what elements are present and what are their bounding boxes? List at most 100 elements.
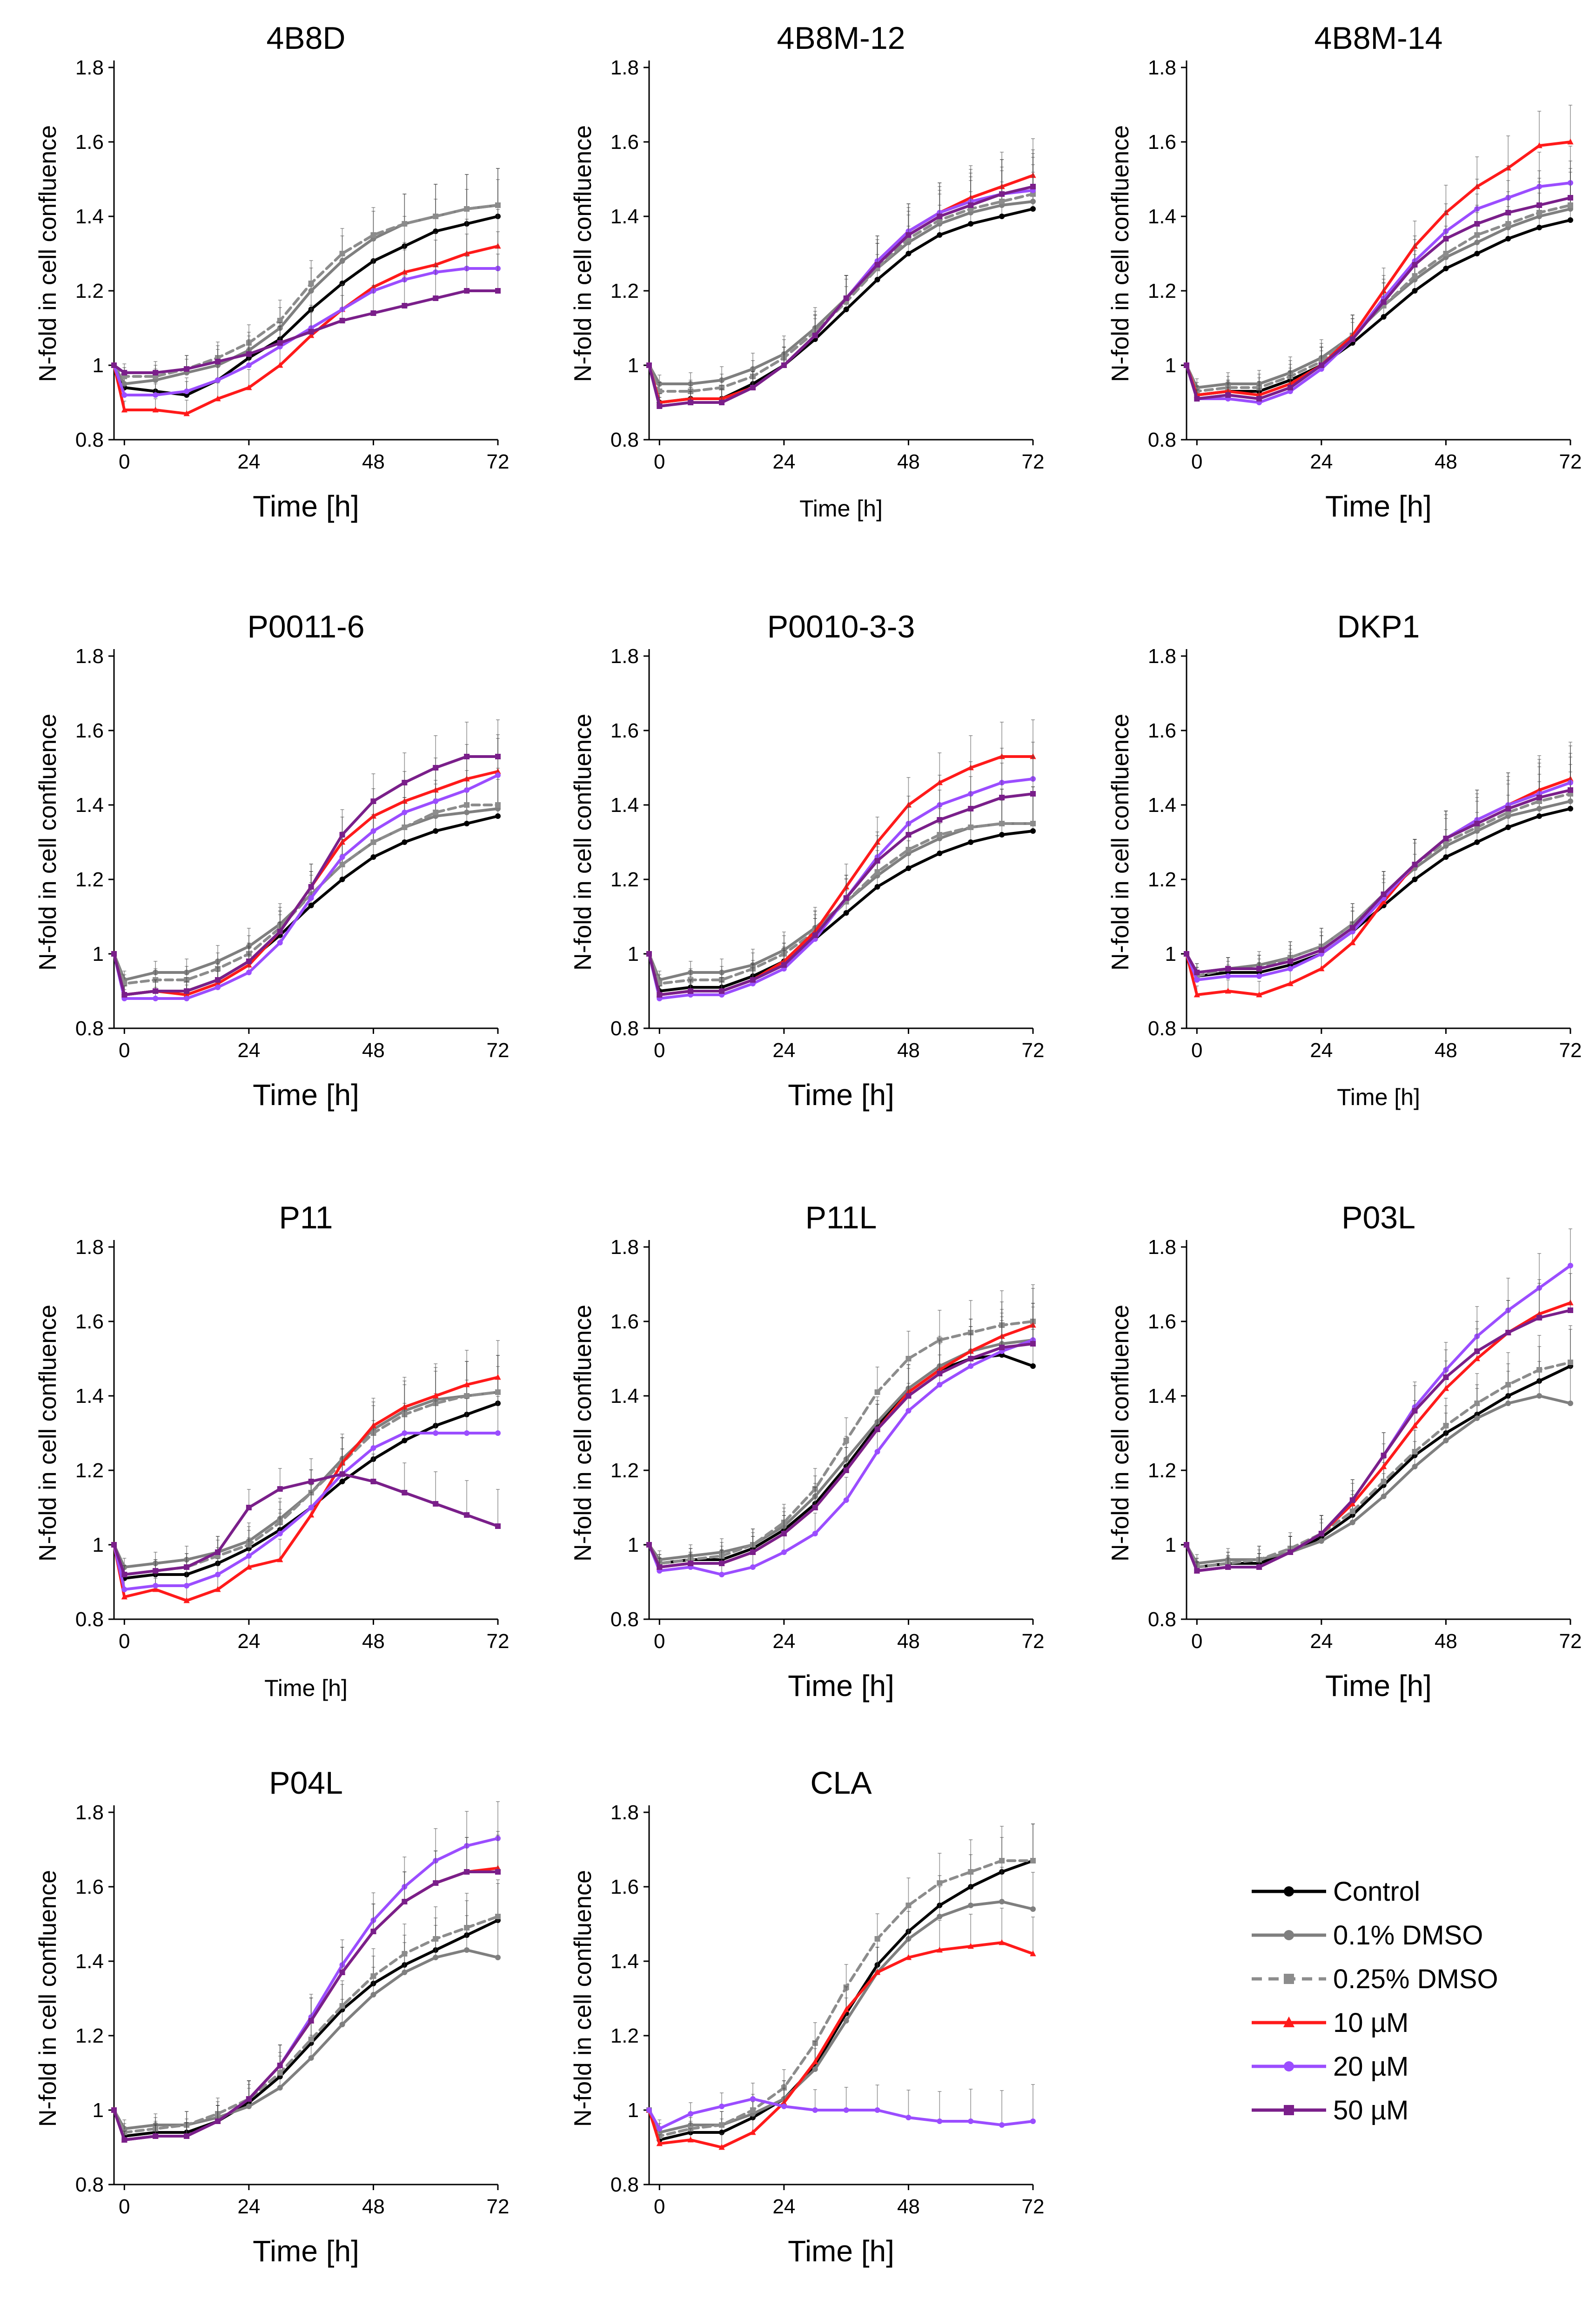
data-point [215,977,221,983]
data-point [812,2107,818,2113]
series-line [1185,1361,1572,1568]
series-line [1185,1394,1572,1565]
y-tick-label: 1.6 [75,1310,104,1333]
y-axis-label: N-fold in cell confluence [570,1305,597,1562]
x-tick-label: 48 [1435,1039,1457,1062]
y-tick-label: 1.8 [610,1801,639,1824]
data-point [308,884,314,890]
data-point [1474,240,1480,245]
data-point [1568,1307,1573,1313]
data-point [874,869,880,875]
data-point [781,362,787,368]
chart-panel: 4B8D 0.8 1 1.2 1.4 1.6 1.8 0 24 48 72 N-fold in cel… [34,20,509,523]
data-point [1318,947,1324,953]
data-point [781,1531,787,1536]
x-tick-label: 0 [119,1039,130,1062]
data-point [402,839,408,845]
series-c10 [1183,742,1574,998]
data-point [688,2111,694,2117]
panel-title: CLA [810,1765,872,1801]
data-point [999,1345,1005,1350]
data-point [1443,836,1449,841]
chart-panel: P03L 0.8 1 1.2 1.4 1.6 1.8 0 24 48 72 N-fold in cel… [1107,1200,1582,1702]
data-point [1443,236,1449,241]
data-point [812,2066,818,2072]
y-tick-label: 1.4 [75,794,104,817]
y-tick-label: 1.8 [1148,1236,1176,1259]
data-point [1536,225,1542,230]
x-axis-label: Time [h] [1325,1669,1432,1702]
series-dmso025 [646,157,1036,394]
legend-item-c10: 10 µM [1252,2008,1408,2038]
data-point [1412,862,1418,867]
data-point [843,910,849,916]
data-point [433,1880,439,1886]
series-line [648,1859,1034,2141]
series-line [648,822,1034,981]
data-point [339,832,345,838]
data-point [687,2136,694,2143]
data-point [905,1356,912,1361]
data-point [1568,806,1573,811]
data-point [402,1490,408,1495]
data-point [1030,828,1036,834]
data-point [184,389,190,394]
legend-marker [1284,2061,1294,2071]
x-tick-label: 72 [1022,2195,1045,2218]
series-dmso025 [111,768,501,986]
data-point [1505,806,1511,811]
data-point [1412,1449,1418,1454]
data-point [121,992,127,998]
y-tick-label: 0.8 [610,429,639,451]
data-point [646,1542,652,1548]
y-tick-label: 1 [93,354,104,377]
chart-panel: CLA 0.8 1 1.2 1.4 1.6 1.8 0 24 48 72 N-fold in cell… [570,1765,1044,2268]
data-point [1030,184,1036,189]
chart-panel: 4B8M-14 0.8 1 1.2 1.4 1.6 1.8 0 24 48 72 N-fold in … [1107,20,1582,523]
data-point [874,1969,881,1975]
data-point [968,1363,974,1369]
data-point [1411,1422,1418,1428]
data-point [339,2003,345,2009]
data-point [1474,1401,1480,1406]
series-line [113,1402,499,1580]
data-point [277,2070,283,2076]
series-line [648,778,1034,1000]
data-point [277,1486,283,1492]
data-point [905,832,912,838]
series-c50 [1184,1273,1573,1574]
legend-label: 10 µM [1333,2008,1408,2038]
y-tick-label: 1.4 [1148,794,1176,817]
data-point [277,2063,283,2068]
x-tick-label: 72 [1559,1039,1582,1062]
legend-label: 0.1% DMSO [1333,1920,1483,1950]
y-axis-label: N-fold in cell confluence [1107,125,1134,382]
series-line [648,200,1034,385]
data-point [495,772,501,778]
x-tick-label: 48 [897,450,920,473]
series-c50 [646,757,1036,998]
series-c10 [1183,105,1574,398]
data-point [402,1970,408,1975]
data-point [370,310,376,316]
data-point [812,2058,818,2064]
data-point [905,1393,912,1399]
data-point [1568,217,1573,223]
data-point [370,232,376,238]
data-point [1318,1538,1324,1544]
x-tick-label: 48 [897,1630,920,1653]
data-point [433,765,439,771]
data-point [1184,1542,1189,1548]
data-point [153,392,159,398]
data-point [184,1583,190,1589]
data-point [750,1549,756,1555]
x-tick-label: 24 [1310,1630,1333,1653]
series-dmso01 [111,771,501,983]
series-line [648,1900,1034,2134]
y-tick-label: 1.2 [610,280,639,302]
series-c10 [111,1340,501,1603]
series-line [113,1949,499,2130]
data-point [937,1880,943,1886]
data-point [657,403,663,409]
data-point [370,1445,376,1451]
